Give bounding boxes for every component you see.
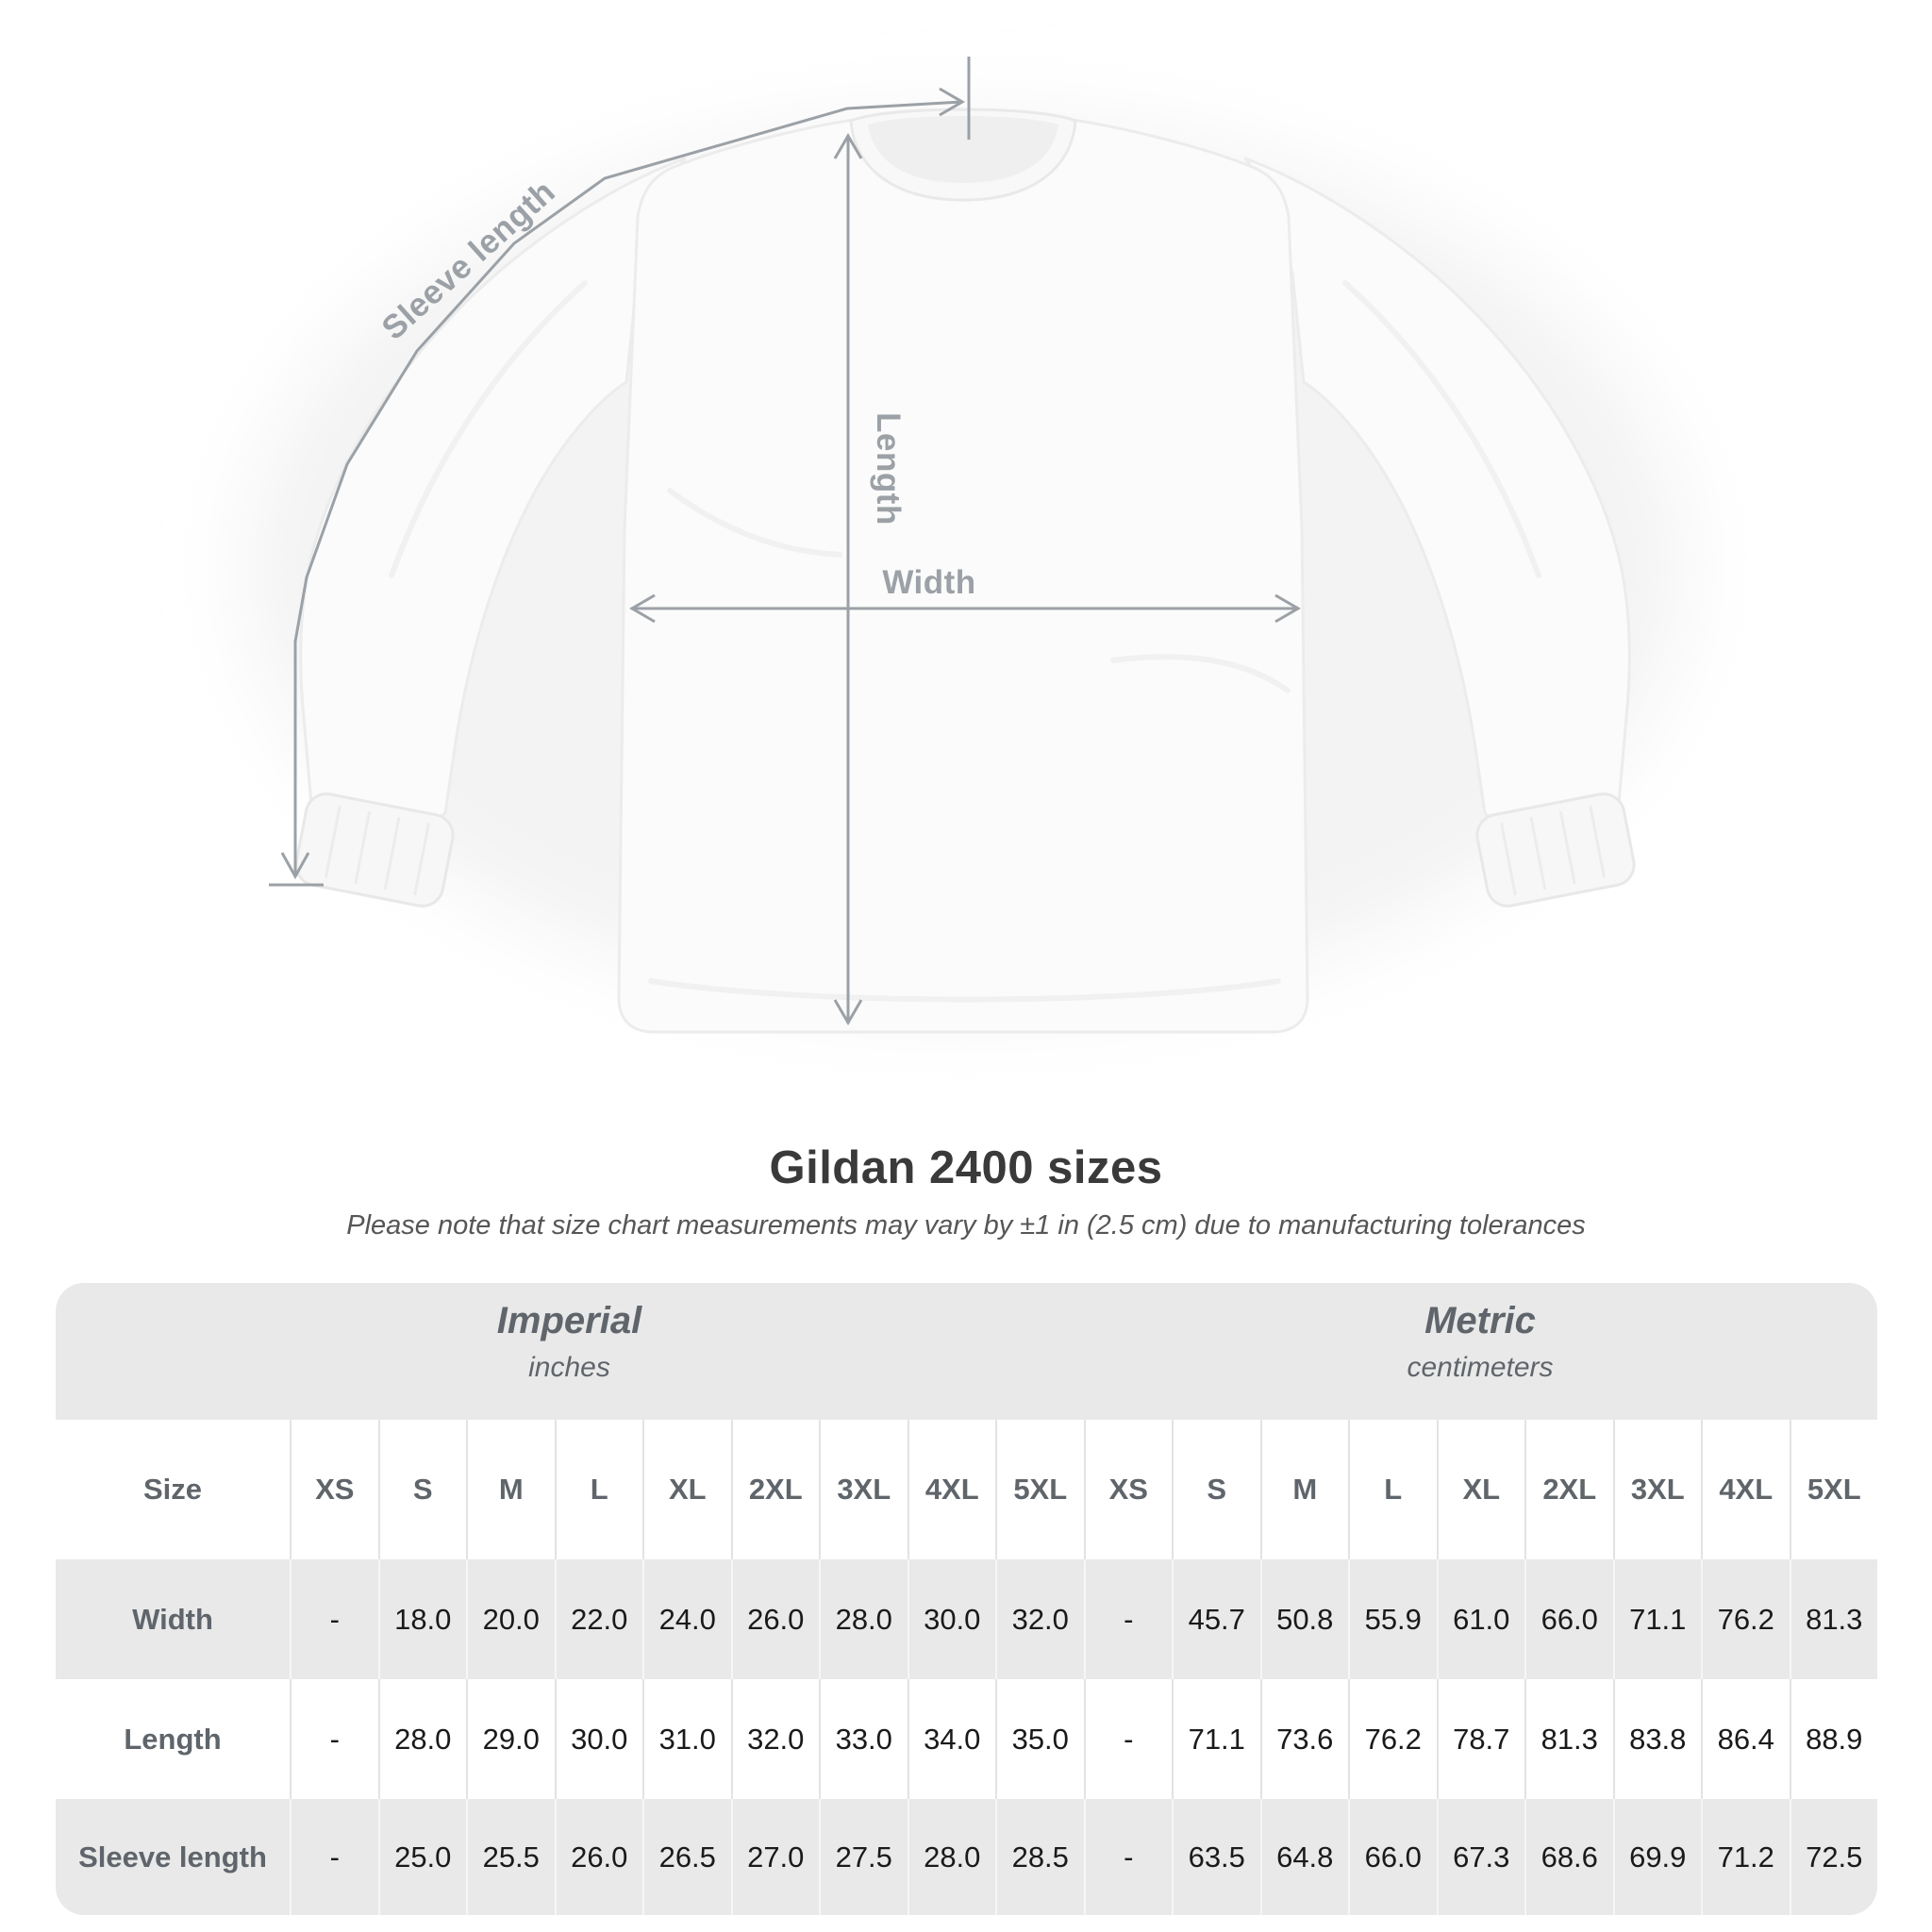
metric-size-header: 5XL [1789, 1420, 1877, 1559]
measurement-value: - [1083, 1679, 1172, 1799]
shirt-shape [292, 108, 1638, 1034]
measurement-value: 81.3 [1524, 1679, 1613, 1799]
width-label: Width [882, 564, 976, 601]
measurement-value: 35.0 [995, 1679, 1084, 1799]
measurement-value: 26.0 [554, 1799, 642, 1915]
shirt-measurement-diagram: Sleeve length Length Width [249, 57, 1683, 1034]
measurement-value: 66.0 [1524, 1559, 1613, 1679]
metric-size-header: XL [1436, 1420, 1524, 1559]
row-label: Sleeve length [56, 1799, 290, 1915]
measurement-value: 28.0 [819, 1559, 908, 1679]
measurement-value: 22.0 [554, 1559, 642, 1679]
measurement-value: 64.8 [1259, 1799, 1348, 1915]
size-chart: Imperial inches Metric centimeters Size X… [56, 1283, 1877, 1915]
measurement-value: 32.0 [995, 1559, 1084, 1679]
measurement-value: 73.6 [1259, 1679, 1348, 1799]
measurement-value: 76.2 [1701, 1559, 1790, 1679]
measurement-value: 88.9 [1789, 1679, 1877, 1799]
metric-size-header: 3XL [1612, 1420, 1701, 1559]
size-chart-grid: Size XS S M L XL 2XL 3XL 4XL 5XL XS S M L XL 2XL 3XL 4XL 5… [56, 1420, 1877, 1915]
measurement-value: 66.0 [1348, 1799, 1437, 1915]
row-label: Length [56, 1679, 290, 1799]
measurement-value: 78.7 [1436, 1679, 1524, 1799]
measurement-value: - [290, 1679, 378, 1799]
unit-band: Imperial inches Metric centimeters [56, 1283, 1877, 1420]
measurement-value: - [1083, 1799, 1172, 1915]
measurement-value: 29.0 [466, 1679, 555, 1799]
measurement-value: 86.4 [1701, 1679, 1790, 1799]
measurement-value: 26.5 [642, 1799, 731, 1915]
metric-size-header: 2XL [1524, 1420, 1613, 1559]
measurement-value: - [1083, 1559, 1172, 1679]
imperial-size-header: 5XL [995, 1420, 1084, 1559]
metric-size-header: 4XL [1701, 1420, 1790, 1559]
measurement-value: 45.7 [1172, 1559, 1260, 1679]
imperial-title: Imperial [496, 1300, 642, 1341]
metric-unit-header: Metric centimeters [1083, 1283, 1877, 1420]
metric-title: Metric [1424, 1300, 1536, 1341]
measurement-value: 18.0 [377, 1559, 466, 1679]
metric-size-header: XS [1083, 1420, 1172, 1559]
metric-size-header: S [1172, 1420, 1260, 1559]
measurement-value: 30.0 [907, 1559, 995, 1679]
measurement-value: 24.0 [642, 1559, 731, 1679]
measurement-value: 69.9 [1612, 1799, 1701, 1915]
measurement-value: 67.3 [1436, 1799, 1524, 1915]
imperial-size-header: M [466, 1420, 555, 1559]
imperial-size-header: L [554, 1420, 642, 1559]
measurement-value: 63.5 [1172, 1799, 1260, 1915]
imperial-size-header: 3XL [819, 1420, 908, 1559]
length-label: Length [870, 412, 907, 525]
page-title: Gildan 2400 sizes [769, 1142, 1163, 1193]
measurement-value: 81.3 [1789, 1559, 1877, 1679]
imperial-size-header: 2XL [730, 1420, 819, 1559]
measurement-value: 34.0 [907, 1679, 995, 1799]
imperial-size-header: XS [290, 1420, 378, 1559]
measurement-value: 72.5 [1789, 1799, 1877, 1915]
measurement-value: 27.0 [730, 1799, 819, 1915]
measurement-value: 32.0 [730, 1679, 819, 1799]
measurement-value: 25.5 [466, 1799, 555, 1915]
measurement-value: - [290, 1559, 378, 1679]
measurement-value: 71.1 [1612, 1559, 1701, 1679]
imperial-size-header: S [377, 1420, 466, 1559]
measurement-value: 71.1 [1172, 1679, 1260, 1799]
measurement-value: 28.0 [907, 1799, 995, 1915]
measurement-value: 61.0 [1436, 1559, 1524, 1679]
imperial-size-header: XL [642, 1420, 731, 1559]
measurement-value: 33.0 [819, 1679, 908, 1799]
tolerance-note: Please note that size chart measurements… [346, 1210, 1586, 1241]
row-label: Width [56, 1559, 290, 1679]
measurement-value: 26.0 [730, 1559, 819, 1679]
imperial-size-header: 4XL [907, 1420, 995, 1559]
measurement-value: 30.0 [554, 1679, 642, 1799]
size-column-header: Size [56, 1420, 290, 1559]
measurement-value: 68.6 [1524, 1799, 1613, 1915]
shirt-illustration [249, 57, 1683, 1034]
metric-size-header: L [1348, 1420, 1437, 1559]
measurement-value: - [290, 1799, 378, 1915]
measurement-value: 76.2 [1348, 1679, 1437, 1799]
measurement-value: 50.8 [1259, 1559, 1348, 1679]
measurement-value: 28.5 [995, 1799, 1084, 1915]
measurement-value: 31.0 [642, 1679, 731, 1799]
imperial-unit: inches [528, 1352, 610, 1383]
measurement-lines [269, 57, 1301, 1025]
measurement-value: 55.9 [1348, 1559, 1437, 1679]
measurement-value: 25.0 [377, 1799, 466, 1915]
imperial-unit-header: Imperial inches [56, 1283, 1083, 1420]
measurement-value: 83.8 [1612, 1679, 1701, 1799]
measurement-value: 71.2 [1701, 1799, 1790, 1915]
measurement-value: 28.0 [377, 1679, 466, 1799]
metric-size-header: M [1259, 1420, 1348, 1559]
metric-unit: centimeters [1407, 1352, 1554, 1383]
measurement-value: 20.0 [466, 1559, 555, 1679]
measurement-value: 27.5 [819, 1799, 908, 1915]
